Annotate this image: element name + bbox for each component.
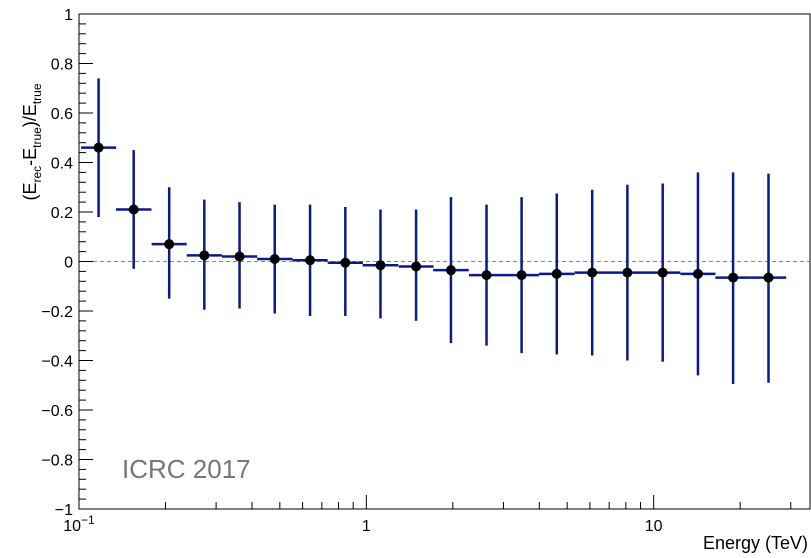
data-point [516,270,527,281]
y-tick-label: 0.2 [51,205,73,222]
y-tick-label: −0.6 [41,403,73,420]
data-point [587,267,598,278]
x-axis-label: Energy (TeV) [703,533,808,553]
y-tick-label: 0.8 [51,57,73,74]
y-label-part-4: )/E [20,104,40,127]
data-point [234,251,245,262]
data-point [692,268,703,279]
data-point [340,257,351,268]
annotation-label: ICRC 2017 [122,454,251,484]
data-point [164,239,175,250]
data-point [481,270,492,281]
data-point [305,255,316,266]
x-tick-label: 10 [645,518,663,535]
error-bars [97,78,770,385]
data-point [128,204,139,215]
y-tick-label: 0 [64,255,73,272]
y-label-part-0: (E [20,183,40,201]
data-point [269,254,280,265]
data-point [93,142,104,153]
data-point [763,272,774,283]
data-point [728,272,739,283]
y-label-sub-true-1: true [30,127,44,148]
y-tick-label: −1 [55,502,73,519]
y-label-part-2: -E [20,148,40,166]
y-tick-label: −0.2 [41,304,73,321]
y-axis-label: (Erec-Etrue)/Etrue [20,83,44,200]
x-axis-ticks: 10−1 1 10 [63,495,792,535]
y-tick-label: 0.4 [51,156,73,173]
data-point [445,265,456,276]
y-tick-label: 0.6 [51,106,73,123]
data-point [411,261,422,272]
bin-width-bars [81,146,787,279]
y-tick-label: 1 [64,7,73,24]
y-tick-label: −0.4 [41,354,73,371]
x-tick-label: 1 [362,518,371,535]
data-point [657,267,668,278]
y-tick-label: −0.8 [41,453,73,470]
data-point [375,260,386,271]
x-tick-label: 10−1 [63,513,95,535]
y-label-sub-true-2: true [30,83,44,104]
data-point [551,268,562,279]
data-points [93,142,774,283]
y-axis-ticks: −1 −0.8 −0.6 −0.4 −0.2 0 0.2 0.4 0.6 0.8 1 [41,7,93,519]
y-label-sub-rec: rec [30,166,44,183]
data-point [199,250,210,261]
data-point [622,267,633,278]
